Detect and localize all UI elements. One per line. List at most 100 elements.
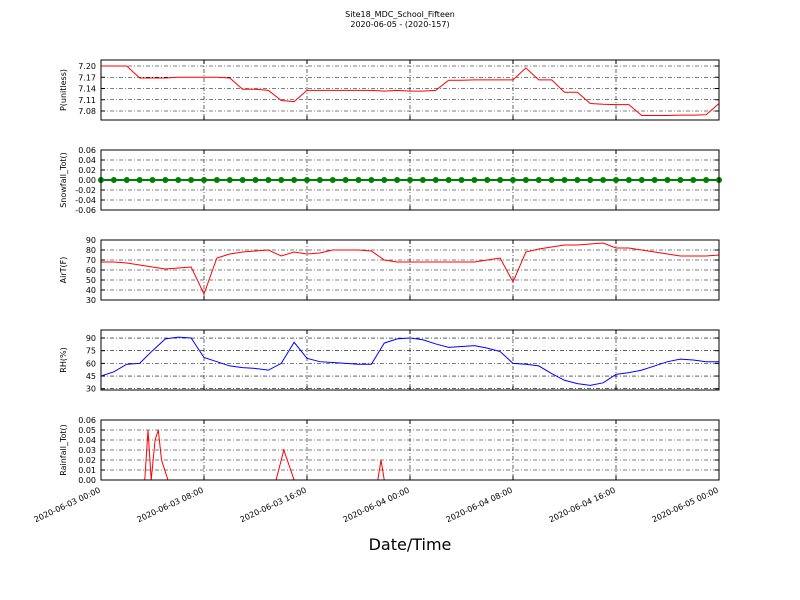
data-point	[188, 177, 195, 183]
y-tick-label: 0.03	[78, 446, 96, 455]
y-tick-label: 0.05	[78, 426, 96, 435]
chart-title: Site18_MDC_School_Fifteen	[345, 10, 455, 19]
y-tick-label: 0.00	[78, 476, 96, 485]
panel: 7.08 7.11 7.14 7.17 7.20 P(unitless)	[59, 59, 720, 121]
data-point	[291, 177, 298, 183]
data-point	[471, 177, 478, 183]
y-axis-label: AirT(F)	[59, 257, 68, 284]
y-axis-label: RH(%)	[59, 347, 68, 372]
data-point	[510, 177, 516, 183]
data-line	[101, 242, 719, 296]
x-tick-label: 2020-06-04 08:00	[445, 486, 514, 525]
data-point	[419, 177, 426, 183]
plot-frame	[100, 419, 720, 481]
y-tick-label: 0.04	[78, 156, 96, 165]
y-tick-label: 60	[86, 359, 96, 368]
data-point	[484, 177, 491, 183]
data-point	[213, 177, 220, 183]
y-tick-label: 7.20	[78, 62, 96, 71]
y-axis-label: Snowfall_Tot()	[59, 152, 68, 208]
data-point	[600, 177, 607, 183]
plot-frame	[100, 149, 720, 211]
data-point	[445, 177, 452, 183]
x-tick-label: 2020-06-03 00:00	[33, 486, 102, 525]
data-point	[149, 177, 156, 183]
y-tick-label: 0.01	[78, 466, 96, 475]
data-point	[316, 177, 323, 183]
y-tick-label: 7.17	[78, 73, 96, 82]
y-tick-label: 0.02	[78, 456, 96, 465]
data-line	[101, 429, 719, 480]
panel: 2020-06-03 00:00 2020-06-03 08:00 2020-06-…	[33, 416, 720, 524]
data-point	[136, 177, 143, 183]
x-tick-label: 2020-06-05 00:00	[651, 486, 720, 525]
data-point	[613, 177, 619, 183]
data-point	[522, 177, 529, 183]
data-point	[535, 177, 542, 183]
y-tick-label: 0.04	[78, 436, 96, 445]
plot-frame	[100, 239, 720, 301]
data-point	[175, 177, 182, 183]
data-point	[368, 177, 375, 183]
y-tick-label: 90	[86, 236, 96, 245]
data-point	[394, 177, 401, 183]
y-tick-label: 90	[86, 334, 96, 343]
panel: -0.06-0.04-0.020.000.020.040.06 Snowfall_…	[59, 146, 722, 215]
y-tick-label: 70	[86, 256, 96, 265]
data-point	[381, 177, 388, 183]
y-tick-label: 30	[86, 296, 96, 305]
data-point	[703, 177, 710, 183]
x-tick-label: 2020-06-04 16:00	[548, 486, 617, 525]
y-tick-label: -0.06	[75, 206, 96, 215]
data-point	[561, 177, 568, 183]
data-point	[664, 177, 671, 183]
data-point	[497, 177, 504, 183]
data-point	[278, 177, 285, 183]
data-point	[201, 177, 207, 183]
data-line	[101, 65, 719, 116]
data-point	[342, 177, 349, 183]
data-point	[329, 177, 336, 183]
data-point	[651, 177, 658, 183]
x-tick-label: 2020-06-03 16:00	[239, 486, 308, 525]
data-point	[239, 177, 246, 183]
y-tick-label: 0.06	[78, 146, 96, 155]
data-point	[638, 177, 645, 183]
x-tick-label: 2020-06-04 00:00	[342, 486, 411, 525]
data-point	[252, 177, 259, 183]
x-tick-label: 2020-06-03 08:00	[136, 486, 205, 525]
data-point	[548, 177, 555, 183]
data-point	[304, 177, 310, 183]
y-tick-label: -0.04	[75, 196, 96, 205]
data-point	[407, 177, 413, 183]
data-line	[101, 336, 719, 386]
data-point	[625, 177, 632, 183]
y-tick-label: 0.02	[78, 166, 96, 175]
data-point	[123, 177, 130, 183]
data-point	[110, 177, 117, 183]
plot-frame	[100, 59, 720, 121]
y-tick-label: 50	[86, 276, 96, 285]
y-tick-label: 30	[86, 385, 96, 394]
chart-subtitle: 2020-06-05 - (2020-157)	[350, 20, 449, 29]
x-axis-label: Date/Time	[369, 535, 452, 554]
data-point	[226, 177, 233, 183]
panel: 30 45 60 75 90 RH(%)	[59, 329, 720, 394]
y-tick-label: 80	[86, 246, 96, 255]
y-tick-label: 7.11	[78, 96, 96, 105]
y-tick-label: 45	[86, 372, 96, 381]
y-tick-label: 7.08	[78, 107, 96, 116]
data-point	[574, 177, 581, 183]
data-point	[690, 177, 697, 183]
y-tick-label: 40	[86, 286, 96, 295]
data-point	[587, 177, 594, 183]
y-tick-label: 7.14	[78, 85, 96, 94]
data-point	[677, 177, 684, 183]
data-point	[265, 177, 272, 183]
y-tick-label: 0.06	[78, 416, 96, 425]
y-tick-label: 60	[86, 266, 96, 275]
plot-frame	[100, 329, 720, 391]
y-axis-label: Rainfall_Tot()	[59, 424, 68, 476]
y-tick-label: 0.00	[78, 176, 96, 185]
